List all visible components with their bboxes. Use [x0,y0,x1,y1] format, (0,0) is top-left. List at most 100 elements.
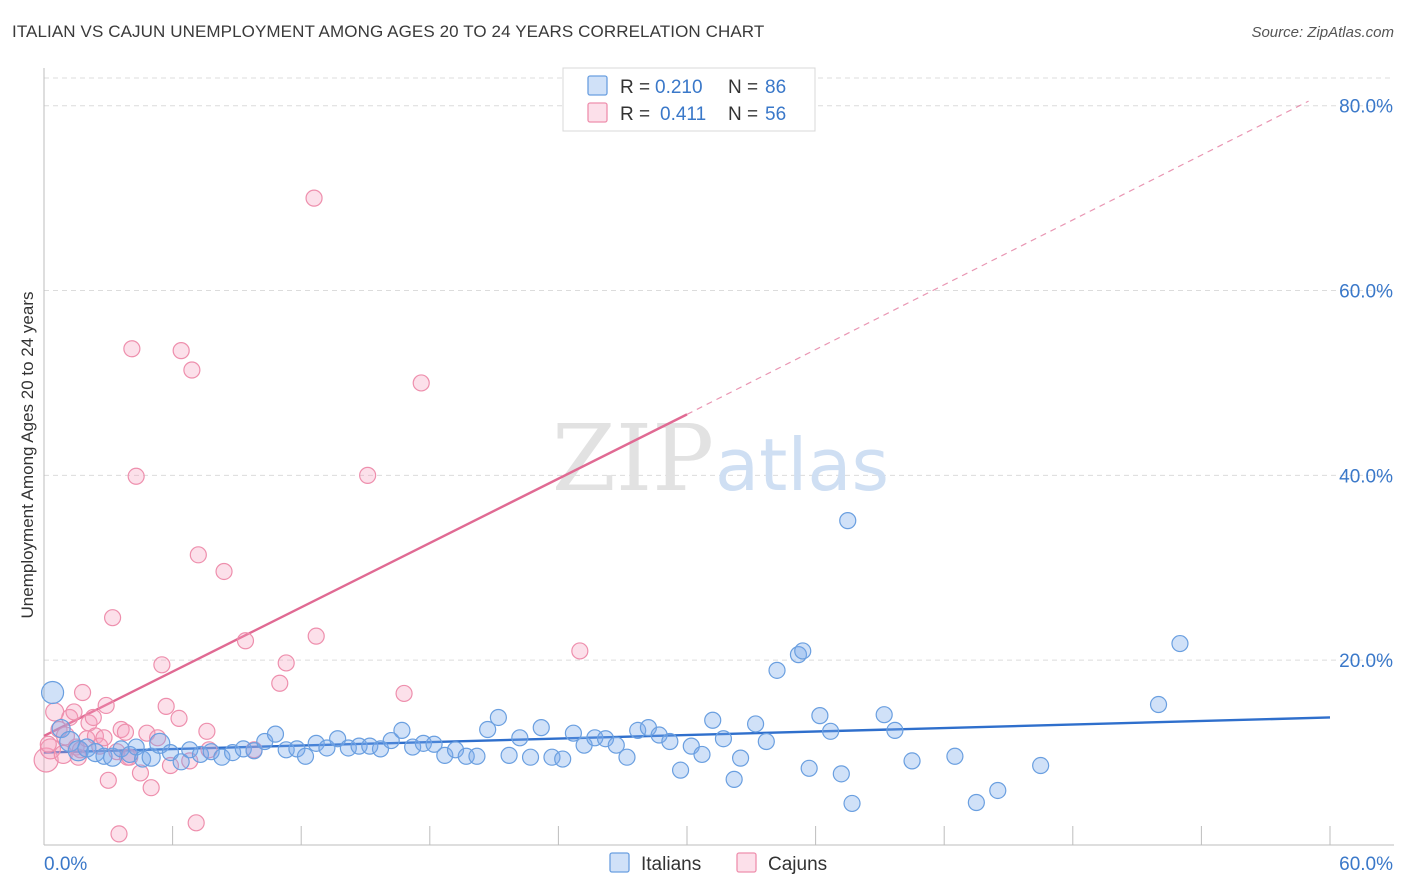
italians-point [794,642,812,660]
cajuns-point [189,546,207,564]
italians-point [425,735,443,753]
cajuns-point [412,374,430,392]
italians-point [661,732,679,751]
italians-point [757,732,775,751]
watermark-zip: ZIP [552,405,714,512]
italians-point [172,753,190,771]
cajuns-point [187,814,205,832]
source-label: Source: ZipAtlas.com [1251,24,1394,41]
italians-point [446,741,465,759]
cajuns-point [138,724,156,742]
italians-point [731,749,750,767]
y-tick-label: 20.0% [1339,651,1393,672]
cajuns-point [97,696,115,715]
italians-point [1149,695,1168,714]
cajuns-points [33,189,589,843]
x-tick-label: 60.0% [1339,854,1393,875]
italians-point [875,706,893,724]
italians-point [59,730,81,753]
italians-point [903,752,921,770]
cajuns-point [45,702,65,722]
italians-points [40,512,1189,813]
cajuns-point [172,342,190,360]
cajuns-point [127,467,145,485]
cajuns-point [142,779,160,797]
cajuns-point [395,684,413,703]
x-tick-label: 0.0% [44,854,87,875]
cajuns-point [277,654,295,672]
cajuns-point [123,340,141,358]
italians-point [800,759,818,777]
tick-labels: 20.0% 40.0% 60.0% 80.0% 0.0% 60.0% [44,97,1393,875]
cajuns-point [110,825,128,843]
italians-point [181,741,199,759]
italians-point [650,726,668,744]
italians-point [629,721,647,740]
bottom-legend-swatch-italians [609,852,630,873]
italians-point [564,724,583,742]
italians-point [479,720,497,739]
italians-point [746,715,765,733]
cajuns-point [183,361,201,379]
italians-point [839,512,857,530]
cajuns-point [307,627,325,645]
italians-point [393,721,411,740]
legend-italians-r-label: R = [620,77,650,98]
cajuns-point [39,738,62,760]
italians-point [521,748,540,766]
italians-point [361,737,379,755]
italians-point [596,730,615,748]
legend-cajuns-r-value: 0.411 [660,104,706,125]
chart-title: ITALIAN VS CAJUN UNEMPLOYMENT AMONG AGES… [12,22,765,41]
italians-point [671,761,690,779]
italians-point [234,740,252,758]
cajuns-point [271,674,289,692]
italians-point [202,743,220,761]
italians-point [811,707,829,725]
cajuns-point [116,723,135,741]
italians-point [822,722,840,740]
italians-point [607,736,625,754]
italians-point [191,745,210,764]
axes [43,68,1394,846]
cajuns-point [157,697,175,715]
bottom-legend: Italians Cajuns [609,852,827,875]
cajuns-point [571,642,589,660]
italians-point [112,740,130,758]
legend-swatch-cajuns [587,102,608,123]
cajuns-point [131,764,150,782]
cajuns-point [305,189,323,207]
italians-point [1171,634,1189,653]
italians-point [224,743,242,762]
cajuns-trend-extension [686,100,1309,415]
legend-italians-r-value: 0.210 [655,77,703,98]
italians-point [693,745,711,764]
italians-point [404,738,422,756]
cajuns-point [95,729,113,747]
cajuns-point [161,756,180,775]
top-legend: R = 0.210 N = 86 R = 0.411 N = 56 [562,67,816,132]
cajuns-point [215,562,233,581]
italians-point [768,661,786,679]
italians-point [832,765,850,783]
italians-point [500,746,518,764]
cajuns-point [33,747,59,773]
cajuns-point [65,703,83,721]
italians-point [967,793,985,812]
watermark-atlas: atlas [715,423,889,507]
cajuns-point [153,656,171,674]
italians-point [946,747,964,765]
legend-cajuns-r-label: R = [620,104,650,125]
cajuns-point [198,722,216,740]
italians-point [543,748,561,766]
cajuns-point [39,735,57,753]
italians-point [77,738,97,758]
y-tick-label: 80.0% [1339,97,1393,118]
italians-point [339,739,357,757]
cajuns-trend-line [43,413,688,738]
cajuns-point [359,466,377,484]
italians-point [489,708,507,727]
italians-point [886,721,904,740]
italians-point [307,734,325,752]
